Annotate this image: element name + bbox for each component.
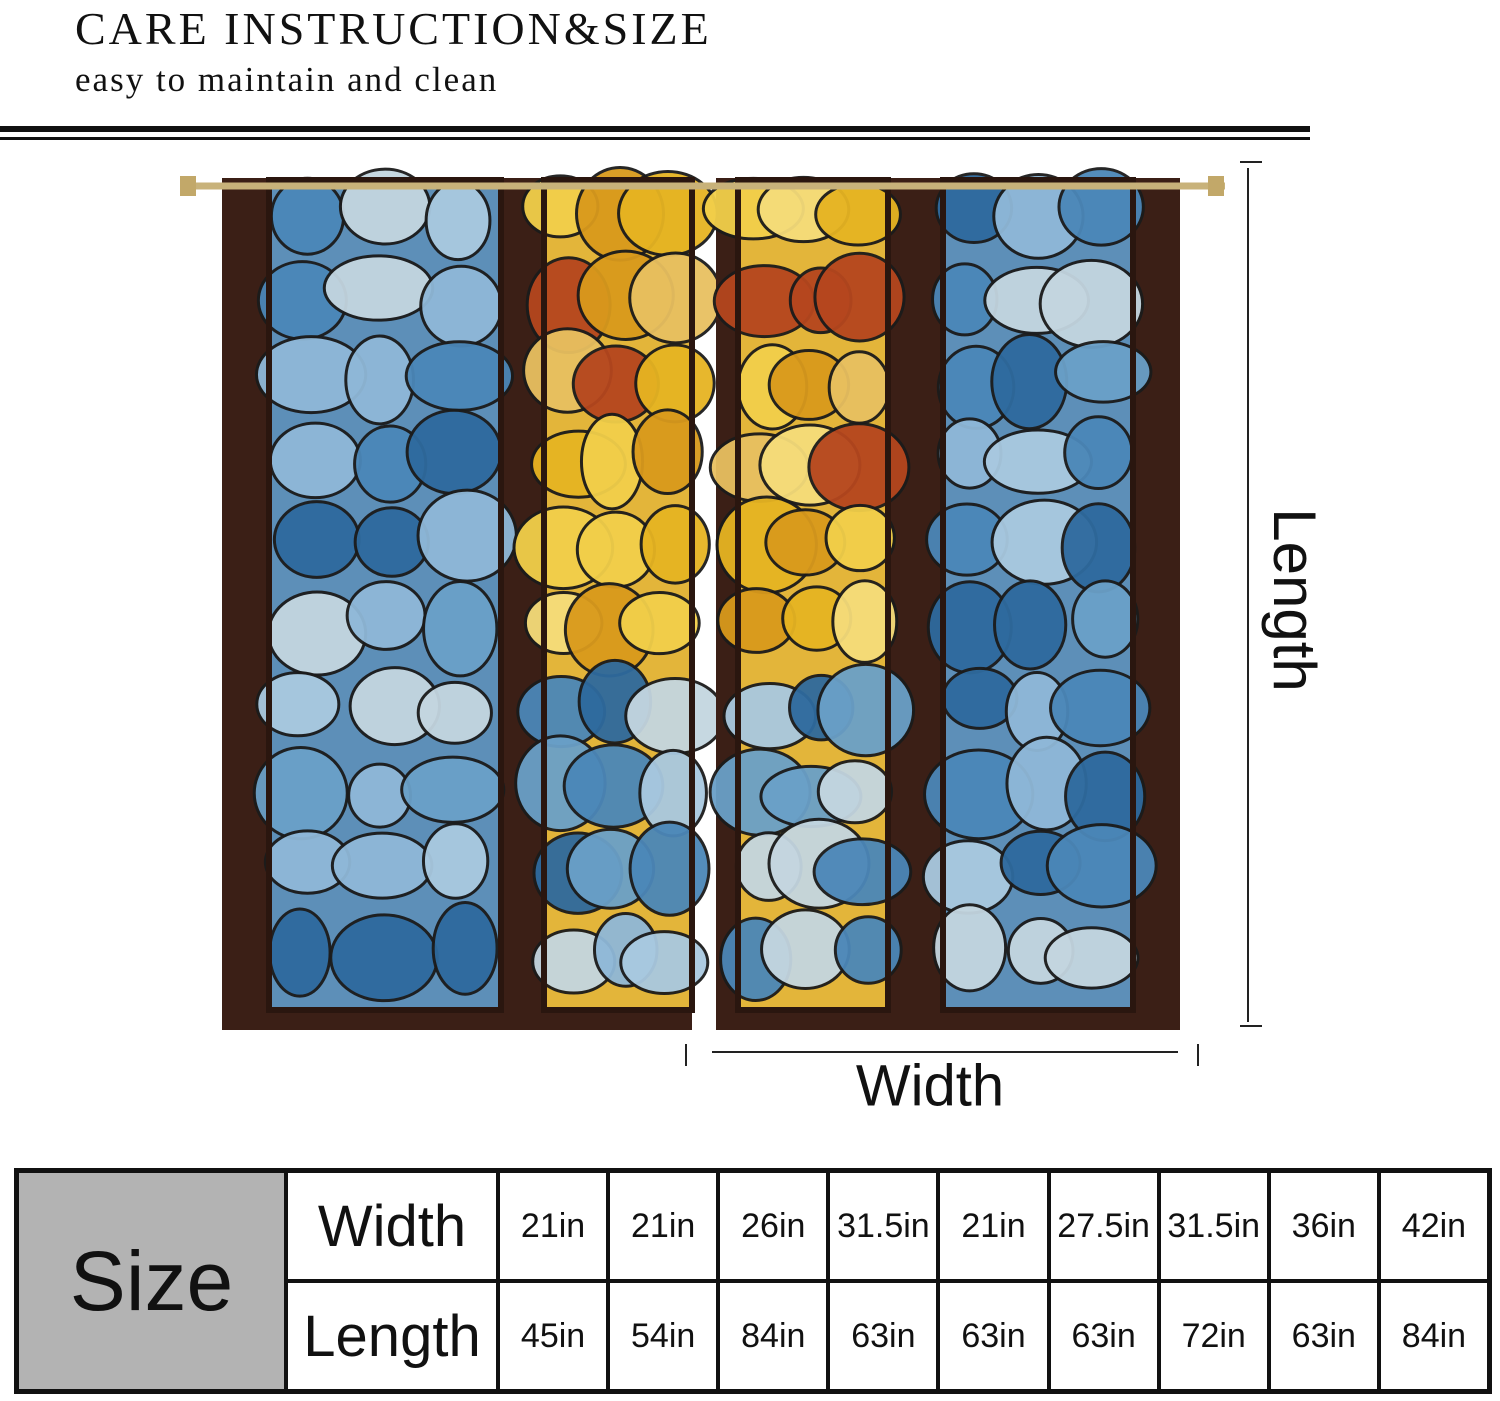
- size-value: 84in: [720, 1283, 827, 1389]
- glass-piece: [827, 350, 891, 425]
- glass-piece: [940, 177, 1136, 1013]
- glass-piece: [345, 580, 427, 651]
- size-value: 31.5in: [830, 1173, 937, 1279]
- size-value: 36in: [1270, 1173, 1377, 1279]
- glass-piece: [624, 677, 726, 755]
- row-label: Width: [288, 1173, 496, 1279]
- glass-piece: [344, 334, 415, 426]
- size-value: 26in: [720, 1173, 827, 1279]
- glass-piece: [268, 907, 332, 998]
- glass-piece: [421, 822, 490, 900]
- glass-piece: [619, 930, 710, 995]
- curtain-diagram: Length Width: [0, 126, 1328, 1118]
- glass-piece: [1043, 926, 1140, 990]
- glass-piece: [272, 500, 361, 579]
- glass-piece: [255, 671, 341, 738]
- length-label: Length: [1261, 508, 1328, 692]
- glass-piece: [816, 759, 894, 825]
- glass-piece: [1063, 415, 1134, 491]
- glass-piece: [404, 340, 515, 412]
- glass-piece: [628, 251, 724, 345]
- size-value: 21in: [500, 1173, 607, 1279]
- size-value: 63in: [1270, 1283, 1377, 1389]
- glass-piece: [330, 831, 434, 900]
- subtitle: easy to maintain and clean: [75, 60, 499, 99]
- glass-piece: [269, 176, 346, 256]
- glass-piece: [1060, 502, 1137, 594]
- glass-piece: [416, 680, 493, 745]
- glass-piece: [639, 504, 711, 585]
- rod-end: [1208, 176, 1224, 196]
- size-value: 21in: [610, 1173, 717, 1279]
- glass-piece: [1049, 668, 1152, 748]
- glass-piece: [735, 177, 891, 1013]
- glass-piece: [266, 177, 504, 1013]
- glass-piece: [618, 591, 701, 656]
- table-header: Size: [19, 1173, 284, 1389]
- size-value: 63in: [1050, 1283, 1157, 1389]
- size-value: 31.5in: [1160, 1173, 1267, 1279]
- glass-piece: [628, 820, 711, 917]
- glass-piece: [541, 177, 695, 1013]
- rod-end: [180, 176, 196, 196]
- size-value: 54in: [610, 1283, 717, 1389]
- glass-piece: [831, 579, 899, 664]
- glass-piece: [932, 903, 1008, 993]
- size-value: 63in: [940, 1283, 1047, 1389]
- glass-piece: [813, 251, 906, 343]
- glass-piece: [329, 913, 439, 1003]
- glass-piece: [812, 837, 913, 907]
- size-value: 84in: [1380, 1283, 1487, 1389]
- curtains: [222, 165, 1180, 1030]
- glass-piece: [268, 421, 362, 500]
- size-value: 27.5in: [1050, 1173, 1157, 1279]
- glass-piece: [424, 180, 492, 262]
- glass-piece: [419, 264, 504, 348]
- glass-piece: [1045, 823, 1158, 909]
- glass-piece: [1071, 579, 1140, 659]
- glass-piece: [1038, 258, 1145, 349]
- size-table: Size Width 21in 21in 26in 31.5in 21in 27.5in 31…: [14, 1168, 1492, 1394]
- size-value: 72in: [1160, 1283, 1267, 1389]
- size-value: 21in: [940, 1173, 1047, 1279]
- size-value: 45in: [500, 1283, 607, 1389]
- glass-piece: [807, 422, 911, 513]
- glass-piece: [816, 662, 916, 758]
- divider: [0, 137, 1310, 140]
- width-label: Width: [856, 1053, 1004, 1118]
- glass-piece: [993, 579, 1068, 671]
- glass-piece: [921, 839, 1015, 915]
- glass-piece: [990, 333, 1069, 431]
- glass-piece: [322, 254, 435, 322]
- size-value: 42in: [1380, 1173, 1487, 1279]
- glass-piece: [422, 580, 499, 678]
- glass-piece: [431, 900, 499, 996]
- glass-piece: [1054, 340, 1153, 404]
- glass-piece: [631, 408, 704, 496]
- glass-piece: [400, 755, 506, 824]
- glass-piece: [824, 503, 896, 573]
- size-value: 63in: [830, 1283, 937, 1389]
- glass-piece: [405, 408, 503, 496]
- title: CARE INSTRUCTION&SIZE: [75, 3, 712, 54]
- divider: [0, 126, 1310, 132]
- row-label: Length: [288, 1283, 496, 1389]
- glass-piece: [833, 915, 903, 985]
